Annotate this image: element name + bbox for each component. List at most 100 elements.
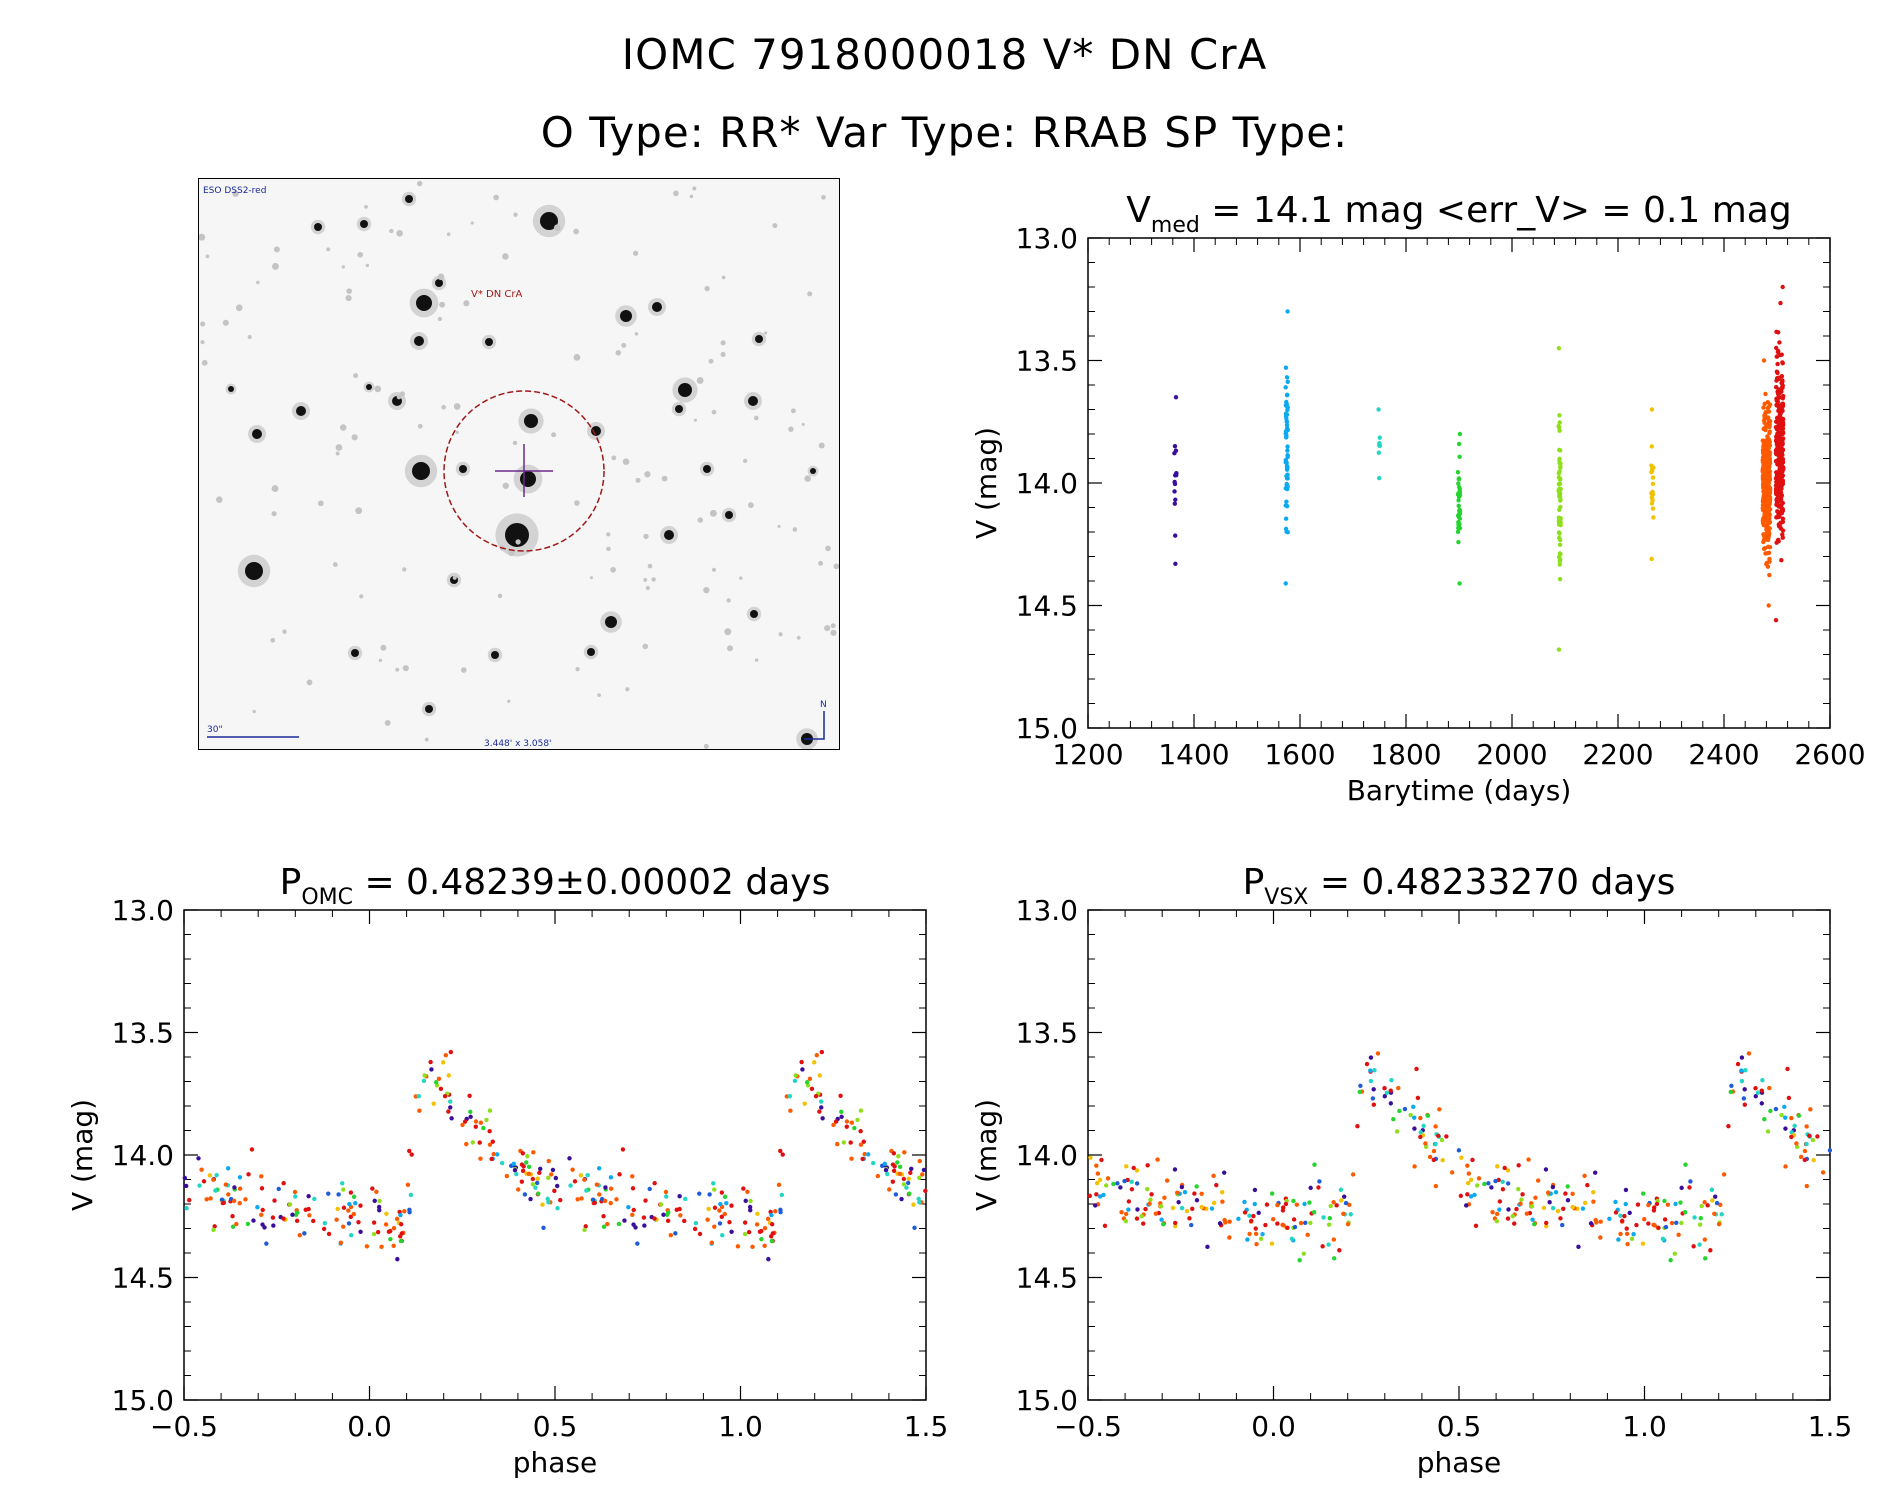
faint-star [634,332,639,336]
data-point [727,1219,732,1225]
data-point [1780,478,1786,483]
data-point [1781,466,1786,471]
data-point [553,1175,559,1181]
data-point [1291,1217,1297,1222]
data-point [570,1167,575,1172]
data-point [1456,522,1461,527]
data-point [1766,484,1771,490]
data-point [1766,479,1772,485]
data-point [1765,492,1770,497]
data-point [1557,492,1563,497]
faint-star [252,709,256,714]
data-point [1780,506,1785,512]
data-point [1762,1116,1767,1122]
data-point [228,1199,233,1204]
data-point [870,1160,876,1166]
data-point [1776,496,1781,501]
data-point [1763,551,1768,556]
data-point [1555,1208,1561,1214]
lightcurve-ylabel: V (mag) [970,427,1003,539]
data-point [1476,1176,1482,1181]
data-point [297,1232,302,1238]
data-point [768,1209,773,1215]
data-point [1766,455,1772,460]
data-point [1777,424,1783,429]
faint-star [703,743,709,749]
data-point [446,1073,451,1078]
data-point [1147,1201,1152,1206]
data-point [1762,415,1767,420]
faint-star [513,212,518,217]
data-point [1791,1132,1797,1138]
data-point [1765,464,1770,469]
data-point [1558,517,1563,522]
faint-star [380,644,387,651]
data-point [1283,1196,1289,1201]
data-point [1774,515,1779,520]
data-point [1458,1193,1464,1199]
data-point [748,1208,753,1213]
data-point [1765,513,1770,518]
data-point [1759,1101,1765,1106]
data-point [490,1139,495,1144]
data-point [1762,479,1767,484]
data-point [1764,527,1769,532]
data-point [1777,489,1782,495]
faint-star [804,475,812,482]
data-point [1199,1191,1204,1197]
data-point [1767,423,1772,428]
data-point [765,1216,771,1222]
data-point [658,1202,663,1207]
data-point [1173,448,1179,453]
data-point [1798,1154,1804,1160]
data-point [1774,398,1780,403]
data-point [652,1181,657,1186]
data-point [1227,1219,1232,1224]
data-point [1773,488,1779,493]
faint-star [402,567,407,572]
data-point [1778,461,1784,466]
data-point [1284,467,1290,472]
data-point [1766,491,1772,497]
data-point [1103,1183,1109,1188]
data-point [1764,482,1769,487]
data-point [1284,392,1290,398]
data-point [1418,1134,1423,1140]
data-point [1773,476,1779,481]
data-point [605,1221,610,1227]
x-tick-label: 1.5 [1808,1410,1853,1443]
data-point [1285,428,1290,433]
data-point [1285,486,1290,492]
data-point [1506,1207,1511,1212]
data-point [750,1244,755,1250]
y-tick-label: 15.0 [1016,1384,1078,1417]
data-point [1649,469,1654,475]
faint-star [441,404,446,410]
data-point [187,1197,192,1203]
data-point [1474,1183,1480,1188]
data-point [1762,413,1768,419]
data-point [306,1206,311,1212]
data-point [1341,1211,1346,1217]
data-point [1761,358,1767,363]
data-point [1780,378,1785,383]
data-point [1781,417,1786,422]
data-point [1466,1171,1472,1176]
data-point [1775,431,1780,436]
y-tick-label: 14.0 [1016,467,1078,500]
data-point [1767,473,1772,478]
data-point [1761,500,1766,505]
data-point [1762,467,1767,472]
data-point [1396,1085,1401,1091]
data-point [1779,401,1785,407]
data-point [1761,539,1766,545]
data-point [1777,486,1782,492]
data-point [1776,422,1781,427]
data-point [312,1196,317,1202]
data-point [388,1228,393,1234]
data-point [1779,493,1785,498]
data-point [1174,1190,1180,1195]
data-point [1778,481,1783,486]
faint-star [696,377,704,384]
data-point [1377,443,1382,448]
